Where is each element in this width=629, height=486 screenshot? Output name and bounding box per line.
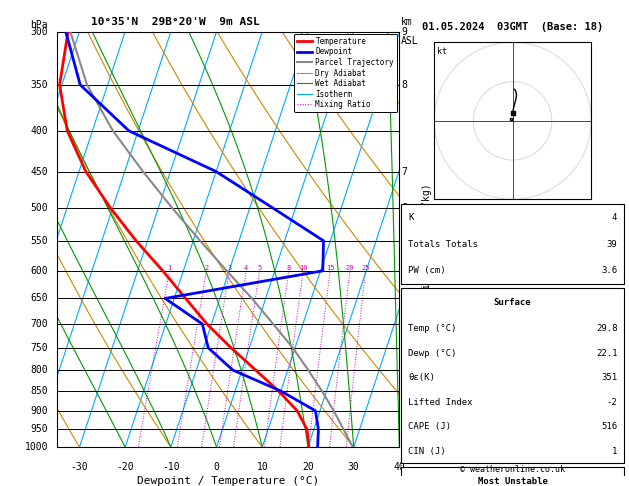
Text: 700: 700 [30, 319, 48, 329]
Text: Temp (°C): Temp (°C) [408, 324, 456, 333]
Text: 950: 950 [30, 424, 48, 434]
Text: 3.6: 3.6 [601, 266, 617, 276]
Text: 3: 3 [227, 265, 231, 271]
Text: 300: 300 [30, 27, 48, 36]
Text: 5: 5 [257, 265, 262, 271]
Text: ASL: ASL [401, 36, 419, 46]
Text: © weatheronline.co.uk: © weatheronline.co.uk [460, 465, 565, 474]
Text: 500: 500 [30, 203, 48, 213]
Text: 8: 8 [401, 80, 407, 90]
Text: 1LCL: 1LCL [401, 424, 425, 434]
Text: 4: 4 [612, 213, 617, 222]
Text: Surface: Surface [494, 298, 532, 307]
Text: 40: 40 [394, 462, 405, 472]
Text: -2: -2 [606, 398, 617, 407]
Text: 1: 1 [167, 265, 172, 271]
Text: 351: 351 [601, 373, 617, 382]
Text: Totals Totals: Totals Totals [408, 240, 478, 248]
Text: Lifted Index: Lifted Index [408, 398, 472, 407]
Text: 20: 20 [302, 462, 314, 472]
Text: 20: 20 [346, 265, 354, 271]
Text: 10: 10 [257, 462, 268, 472]
Bar [401, 288, 625, 463]
Text: -20: -20 [116, 462, 134, 472]
Text: 1000: 1000 [25, 442, 48, 452]
Text: 0: 0 [214, 462, 220, 472]
Text: 10°35'N  29B°20'W  9m ASL: 10°35'N 29B°20'W 9m ASL [91, 17, 260, 27]
Text: 1: 1 [612, 447, 617, 455]
Text: 400: 400 [30, 126, 48, 136]
Bar [401, 204, 625, 284]
Text: hPa: hPa [30, 19, 48, 30]
Text: kt: kt [437, 47, 447, 56]
Text: 4: 4 [401, 319, 407, 329]
Text: 6: 6 [401, 203, 407, 213]
Text: 800: 800 [30, 365, 48, 375]
Legend: Temperature, Dewpoint, Parcel Trajectory, Dry Adiabat, Wet Adiabat, Isotherm, Mi: Temperature, Dewpoint, Parcel Trajectory… [294, 34, 397, 112]
Text: 25: 25 [361, 265, 370, 271]
Text: 600: 600 [30, 266, 48, 276]
Text: 450: 450 [30, 167, 48, 176]
Text: Dewp (°C): Dewp (°C) [408, 349, 456, 358]
Text: 7: 7 [401, 167, 407, 176]
Text: -10: -10 [162, 462, 180, 472]
Text: 900: 900 [30, 406, 48, 416]
Text: 30: 30 [348, 462, 360, 472]
Text: 2: 2 [204, 265, 209, 271]
Text: 39: 39 [606, 240, 617, 248]
Text: CAPE (J): CAPE (J) [408, 422, 451, 431]
Text: 8: 8 [287, 265, 291, 271]
Text: 650: 650 [30, 294, 48, 303]
Text: 350: 350 [30, 80, 48, 90]
Text: -30: -30 [70, 462, 88, 472]
Text: 15: 15 [326, 265, 335, 271]
Text: CIN (J): CIN (J) [408, 447, 445, 455]
Text: 516: 516 [601, 422, 617, 431]
Text: 4: 4 [244, 265, 248, 271]
Bar [401, 467, 625, 486]
Text: 22.1: 22.1 [596, 349, 617, 358]
Text: 5: 5 [401, 266, 407, 276]
Text: 29.8: 29.8 [596, 324, 617, 333]
Text: 01.05.2024  03GMT  (Base: 18): 01.05.2024 03GMT (Base: 18) [422, 21, 603, 32]
Text: 10: 10 [299, 265, 308, 271]
Text: K: K [408, 213, 413, 222]
Text: 9: 9 [401, 27, 407, 36]
Text: Mixing Ratio (g/kg): Mixing Ratio (g/kg) [422, 184, 432, 295]
Text: 2: 2 [401, 365, 407, 375]
Text: 750: 750 [30, 343, 48, 353]
Text: km: km [401, 17, 413, 27]
Text: Most Unstable: Most Unstable [477, 477, 548, 486]
Text: PW (cm): PW (cm) [408, 266, 445, 276]
Text: Dewpoint / Temperature (°C): Dewpoint / Temperature (°C) [137, 476, 319, 486]
Text: θε(K): θε(K) [408, 373, 435, 382]
Text: 550: 550 [30, 236, 48, 246]
Text: 850: 850 [30, 386, 48, 396]
